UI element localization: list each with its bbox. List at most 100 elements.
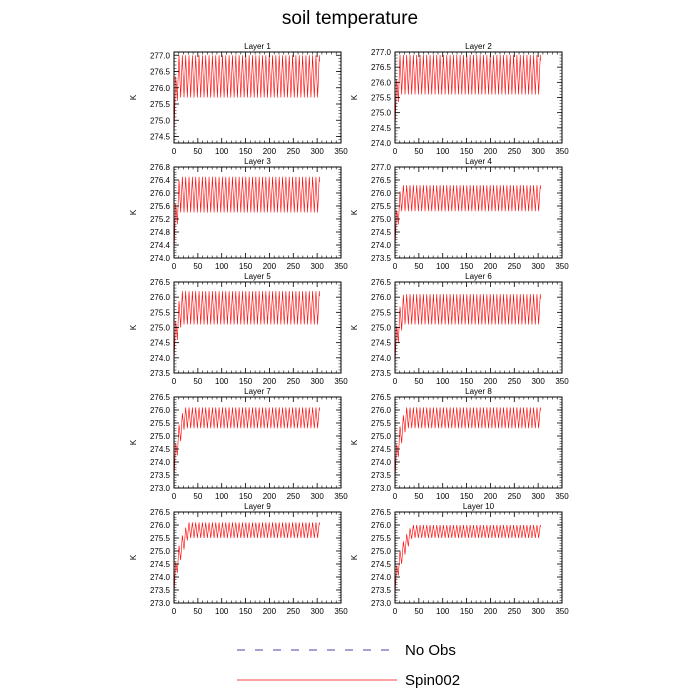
y-tick-label: 275.0 bbox=[371, 547, 392, 556]
x-tick-label: 250 bbox=[508, 607, 522, 616]
x-tick-label: 250 bbox=[287, 492, 301, 501]
x-tick-label: 100 bbox=[436, 607, 450, 616]
x-tick-label: 200 bbox=[263, 262, 277, 271]
series-line-spin002 bbox=[394, 294, 541, 367]
x-tick-label: 0 bbox=[393, 262, 398, 271]
x-tick-label: 200 bbox=[484, 492, 498, 501]
x-tick-label: 100 bbox=[436, 262, 450, 271]
series-line-spin002 bbox=[173, 291, 320, 364]
y-tick-label: 274.0 bbox=[371, 354, 392, 363]
x-tick-label: 50 bbox=[193, 377, 202, 386]
y-tick-label: 274.4 bbox=[150, 241, 171, 250]
y-tick-label: 275.0 bbox=[371, 432, 392, 441]
x-tick-label: 350 bbox=[334, 492, 348, 501]
y-tick-label: 275.5 bbox=[150, 308, 171, 317]
x-tick-label: 300 bbox=[531, 377, 545, 386]
y-tick-label: 274.5 bbox=[371, 228, 392, 237]
y-tick-label: 275.0 bbox=[150, 432, 171, 441]
y-tick-label: 274.0 bbox=[371, 139, 392, 148]
panel-layer-3: 0 50 100 150 200 250 300 350 274.0 274.4 274.8 275.… bbox=[129, 157, 348, 271]
x-tick-label: 0 bbox=[393, 377, 398, 386]
y-tick-label: 276.0 bbox=[150, 84, 171, 93]
y-tick-label: 275.0 bbox=[150, 547, 171, 556]
y-tick-label: 275.5 bbox=[371, 419, 392, 428]
panel-title: Layer 6 bbox=[465, 272, 492, 281]
y-tick-label: 273.0 bbox=[371, 599, 392, 608]
y-tick-label: 276.5 bbox=[371, 393, 392, 402]
y-tick-label: 276.5 bbox=[150, 278, 171, 287]
panel-title: Layer 8 bbox=[465, 387, 492, 396]
y-tick-label: 276.0 bbox=[150, 189, 171, 198]
plot-frame bbox=[394, 396, 563, 489]
y-tick-label: 275.0 bbox=[150, 324, 171, 333]
y-tick-label: 276.5 bbox=[371, 176, 392, 185]
plot-frame bbox=[394, 511, 563, 604]
y-axis-label: K bbox=[129, 439, 138, 445]
y-tick-label: 274.0 bbox=[150, 573, 171, 582]
legend-label-2: Spin002 bbox=[405, 672, 460, 689]
y-tick-label: 276.5 bbox=[150, 393, 171, 402]
x-tick-label: 300 bbox=[531, 262, 545, 271]
x-tick-label: 200 bbox=[484, 607, 498, 616]
x-tick-label: 200 bbox=[484, 377, 498, 386]
y-tick-label: 273.5 bbox=[371, 369, 392, 378]
y-tick-label: 274.5 bbox=[371, 339, 392, 348]
y-tick-label: 275.5 bbox=[150, 100, 171, 109]
y-tick-label: 276.0 bbox=[371, 521, 392, 530]
y-tick-label: 274.5 bbox=[371, 445, 392, 454]
y-tick-label: 277.0 bbox=[371, 48, 392, 57]
y-tick-label: 274.5 bbox=[371, 560, 392, 569]
x-tick-label: 0 bbox=[172, 607, 177, 616]
y-tick-label: 273.5 bbox=[371, 254, 392, 263]
series-line-spin002 bbox=[173, 176, 320, 255]
x-tick-label: 300 bbox=[531, 147, 545, 156]
x-tick-label: 350 bbox=[334, 377, 348, 386]
x-tick-label: 50 bbox=[414, 262, 423, 271]
x-tick-label: 150 bbox=[460, 607, 474, 616]
y-tick-label: 275.5 bbox=[371, 202, 392, 211]
y-axis-label: K bbox=[129, 324, 138, 330]
x-tick-label: 50 bbox=[414, 147, 423, 156]
x-tick-label: 350 bbox=[555, 377, 569, 386]
y-axis-label: K bbox=[350, 439, 359, 445]
y-axis-label: K bbox=[129, 209, 138, 215]
x-tick-label: 350 bbox=[555, 607, 569, 616]
series-line-spin002 bbox=[173, 55, 320, 140]
x-tick-label: 200 bbox=[484, 262, 498, 271]
panel-layer-1: 0 50 100 150 200 250 300 350 274.5 275.0 275.5 276.… bbox=[129, 42, 348, 156]
x-tick-label: 150 bbox=[460, 262, 474, 271]
x-tick-label: 350 bbox=[555, 492, 569, 501]
y-tick-label: 276.0 bbox=[371, 406, 392, 415]
y-tick-label: 275.5 bbox=[371, 94, 392, 103]
x-tick-label: 50 bbox=[193, 492, 202, 501]
x-tick-label: 300 bbox=[531, 607, 545, 616]
x-tick-label: 200 bbox=[263, 377, 277, 386]
x-tick-label: 0 bbox=[393, 607, 398, 616]
y-tick-label: 276.5 bbox=[371, 508, 392, 517]
x-tick-label: 300 bbox=[310, 262, 324, 271]
x-tick-label: 200 bbox=[484, 147, 498, 156]
x-tick-label: 0 bbox=[172, 377, 177, 386]
y-tick-label: 274.0 bbox=[371, 573, 392, 582]
x-tick-label: 150 bbox=[239, 377, 253, 386]
x-tick-label: 300 bbox=[310, 147, 324, 156]
y-tick-label: 273.5 bbox=[150, 471, 171, 480]
x-tick-label: 100 bbox=[436, 492, 450, 501]
series-line-spin002 bbox=[394, 185, 541, 251]
x-tick-label: 50 bbox=[193, 147, 202, 156]
y-tick-label: 275.2 bbox=[150, 215, 171, 224]
x-tick-label: 100 bbox=[215, 377, 229, 386]
x-tick-label: 50 bbox=[193, 262, 202, 271]
y-tick-label: 275.5 bbox=[150, 534, 171, 543]
x-tick-label: 150 bbox=[239, 147, 253, 156]
x-tick-label: 50 bbox=[414, 377, 423, 386]
x-tick-label: 100 bbox=[215, 262, 229, 271]
y-tick-label: 274.0 bbox=[371, 241, 392, 250]
y-tick-label: 275.0 bbox=[371, 324, 392, 333]
panel-layer-6: 0 50 100 150 200 250 300 350 273.5 274.0 274.5 275.… bbox=[350, 272, 569, 386]
x-tick-label: 50 bbox=[193, 607, 202, 616]
y-axis-label: K bbox=[129, 94, 138, 100]
plot-frame bbox=[173, 511, 342, 604]
y-axis-label: K bbox=[350, 554, 359, 560]
